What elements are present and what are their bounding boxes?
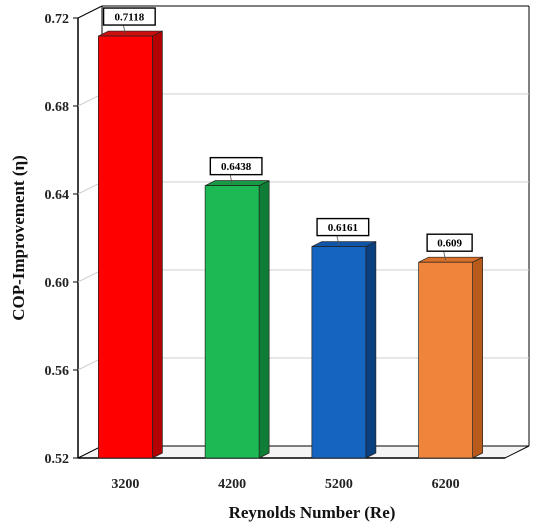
bars: 0.7118 0.6438 0.6161 0.609 (98, 7, 483, 459)
bar-4200: 0.6438 (204, 156, 270, 459)
bar-top (418, 256, 483, 263)
data-label-box (316, 217, 370, 237)
bar-front (418, 261, 473, 459)
y-axis-title: COP-Improvement (η) (9, 155, 28, 321)
bar-side (258, 180, 270, 459)
x-tick-label: 3200 (111, 477, 139, 492)
bar-front (311, 246, 367, 459)
x-tick-label: 4200 (218, 477, 246, 492)
x-tick-label: 5200 (325, 477, 353, 492)
data-label-box (209, 156, 263, 176)
data-label-box (426, 233, 473, 252)
data-label-leader (122, 24, 126, 35)
bar-5200: 0.6161 (311, 217, 377, 459)
y-tick-label: 0.52 (45, 452, 70, 467)
bar-side (472, 256, 483, 459)
y-tick-label: 0.60 (45, 276, 70, 291)
y-tick-label: 0.68 (45, 100, 70, 115)
bar-3200: 0.7118 (98, 7, 163, 459)
x-tick-label: 6200 (432, 477, 460, 492)
bar-side (365, 241, 377, 459)
data-label: 0.6438 (221, 161, 252, 173)
y-tick-label: 0.72 (45, 12, 70, 27)
y-tick-label: 0.56 (45, 364, 70, 379)
x-axis-title: Reynolds Number (Re) (229, 503, 396, 522)
data-label-leader (229, 174, 233, 184)
bar-side (152, 30, 163, 459)
data-label-leader (336, 235, 340, 245)
top-left-edge (77, 5, 103, 19)
x-axis-ticks: 3200 4200 5200 6200 (111, 477, 459, 492)
bar-6200: 0.609 (418, 233, 483, 459)
data-label: 0.6161 (328, 222, 358, 234)
bar-front (204, 185, 260, 459)
bar-top (98, 30, 163, 37)
data-label-box (102, 7, 156, 26)
data-label: 0.609 (437, 238, 462, 250)
data-label-leader (443, 251, 447, 261)
bar-front (98, 35, 153, 459)
bar-top (204, 180, 270, 186)
data-label: 0.7118 (115, 12, 145, 24)
y-tick-label: 0.64 (45, 188, 70, 203)
bar-top (311, 241, 377, 247)
y-axis-ticks: 0.52 0.56 0.60 0.64 0.68 0.72 (45, 12, 78, 467)
